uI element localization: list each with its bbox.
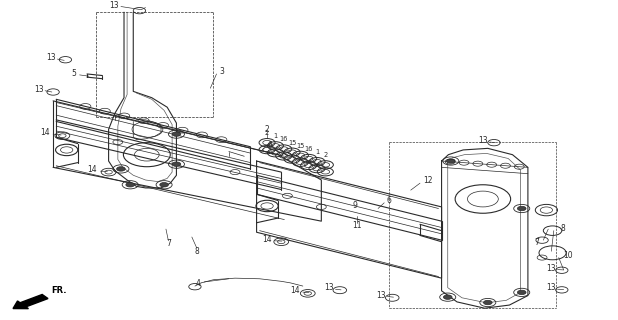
Text: 8: 8	[195, 247, 199, 256]
Circle shape	[517, 206, 526, 211]
Text: 9: 9	[353, 202, 358, 211]
Text: 11: 11	[352, 221, 362, 230]
Circle shape	[444, 295, 452, 300]
Circle shape	[446, 159, 455, 163]
Text: 14: 14	[290, 286, 300, 295]
Text: 14: 14	[87, 165, 97, 174]
Text: 10: 10	[563, 251, 573, 260]
Circle shape	[172, 132, 180, 136]
Text: 13: 13	[109, 1, 118, 10]
Text: 16: 16	[305, 146, 313, 152]
Text: 5: 5	[71, 69, 76, 78]
Text: 16: 16	[279, 137, 288, 142]
Text: 2: 2	[265, 125, 269, 134]
Text: 8: 8	[561, 224, 565, 233]
Text: 7: 7	[535, 237, 540, 247]
Text: 2: 2	[323, 152, 328, 158]
Text: 13: 13	[324, 284, 334, 292]
Circle shape	[517, 290, 526, 295]
Circle shape	[117, 167, 125, 171]
Text: 4: 4	[195, 279, 200, 288]
Text: 3: 3	[219, 67, 224, 76]
Text: 7: 7	[166, 239, 171, 248]
Text: 13: 13	[376, 291, 386, 300]
Text: 13: 13	[546, 264, 556, 273]
Text: 13: 13	[478, 136, 488, 145]
FancyArrow shape	[13, 294, 48, 309]
Text: 14: 14	[262, 235, 272, 244]
Text: 2: 2	[265, 130, 269, 136]
Text: 15: 15	[288, 140, 296, 146]
Text: 13: 13	[546, 284, 556, 292]
Text: 15: 15	[296, 143, 305, 149]
Text: 6: 6	[267, 141, 272, 150]
Text: 13: 13	[34, 85, 44, 94]
Text: 1: 1	[273, 133, 277, 139]
Circle shape	[172, 162, 180, 166]
Circle shape	[483, 300, 492, 305]
Circle shape	[160, 182, 169, 187]
Text: 6: 6	[387, 196, 392, 205]
Text: 13: 13	[46, 53, 56, 62]
Text: 1: 1	[315, 149, 319, 155]
Text: 14: 14	[40, 128, 50, 137]
Circle shape	[126, 182, 135, 187]
Text: FR.: FR.	[51, 286, 67, 295]
Text: 12: 12	[423, 176, 433, 186]
